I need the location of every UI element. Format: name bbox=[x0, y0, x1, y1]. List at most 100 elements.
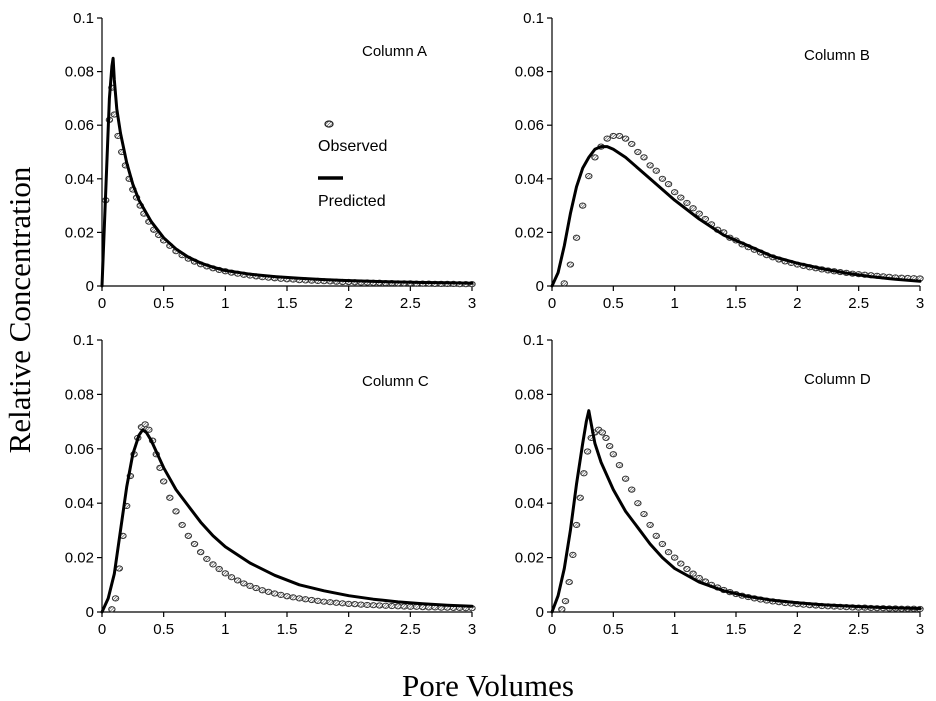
x-tick-label: 3 bbox=[468, 621, 476, 638]
legend-observed-marker bbox=[324, 120, 334, 128]
observed-point bbox=[196, 549, 205, 556]
observed-point bbox=[215, 565, 223, 573]
x-tick-label: 2.5 bbox=[400, 295, 421, 312]
observed-point bbox=[209, 561, 217, 568]
x-tick-label: 2 bbox=[344, 295, 352, 312]
y-tick-label: 0 bbox=[536, 604, 544, 621]
observed-point bbox=[683, 199, 691, 207]
observed-point bbox=[227, 574, 236, 581]
observed-point bbox=[203, 555, 211, 563]
predicted-line bbox=[100, 56, 474, 288]
observed-point bbox=[264, 588, 273, 595]
observed-point bbox=[246, 582, 254, 589]
observed-point bbox=[569, 551, 577, 558]
observed-point bbox=[585, 173, 593, 180]
observed-point bbox=[664, 181, 673, 188]
y-tick-label: 0 bbox=[86, 604, 94, 621]
x-tick-label: 0 bbox=[98, 295, 106, 312]
x-tick-label: 0 bbox=[548, 295, 556, 312]
y-tick-label: 0 bbox=[86, 278, 94, 295]
x-tick-label: 2 bbox=[344, 621, 352, 638]
observed-point bbox=[184, 532, 193, 539]
x-tick-label: 2.5 bbox=[848, 295, 869, 312]
observed-point bbox=[605, 442, 614, 450]
observed-point bbox=[572, 521, 581, 529]
x-tick-label: 1.5 bbox=[726, 295, 747, 312]
y-tick-label: 0.08 bbox=[65, 386, 94, 403]
observed-point bbox=[566, 261, 575, 268]
y-axis-title: Relative Concentration bbox=[2, 166, 37, 453]
observed-point bbox=[388, 602, 396, 610]
observed-point bbox=[576, 494, 584, 501]
x-tick-label: 1.5 bbox=[726, 621, 747, 638]
x-tick-label: 2 bbox=[793, 621, 801, 638]
observed-point bbox=[289, 594, 297, 601]
predicted-line bbox=[100, 428, 474, 614]
y-tick-label: 0.08 bbox=[515, 64, 544, 81]
x-tick-label: 2.5 bbox=[848, 621, 869, 638]
observed-point bbox=[603, 135, 611, 142]
observed-point bbox=[609, 132, 618, 140]
observed-point bbox=[615, 132, 624, 140]
observed-point bbox=[394, 603, 402, 610]
observed-point bbox=[400, 603, 408, 610]
observed-point bbox=[658, 175, 667, 182]
x-tick-label: 0.5 bbox=[603, 621, 624, 638]
observed-point bbox=[658, 540, 667, 548]
x-tick-label: 1 bbox=[670, 295, 678, 312]
observed-point bbox=[646, 162, 654, 169]
observed-point bbox=[628, 486, 636, 493]
x-tick-label: 0.5 bbox=[603, 295, 624, 312]
panel-title: Column A bbox=[362, 43, 427, 60]
observed-point bbox=[615, 462, 624, 469]
observed-point bbox=[270, 590, 279, 597]
x-tick-label: 0 bbox=[548, 621, 556, 638]
observed-series bbox=[108, 421, 476, 613]
observed-point bbox=[159, 478, 168, 485]
y-tick-label: 0.02 bbox=[515, 550, 544, 567]
observed-point bbox=[357, 601, 365, 608]
observed-point bbox=[166, 494, 174, 501]
observed-point bbox=[178, 521, 186, 529]
observed-point bbox=[141, 421, 149, 428]
observed-point bbox=[560, 280, 568, 287]
observed-point bbox=[670, 189, 679, 196]
panel-column-a: 0 0.02 0.04 0.06 0.08 0.1 0 0.5 1 1.5 2 2.5 3 Column … bbox=[65, 10, 476, 312]
observed-point bbox=[412, 603, 421, 610]
observed-point bbox=[640, 510, 648, 518]
observed-point bbox=[111, 595, 120, 602]
x-tick-label: 3 bbox=[916, 621, 924, 638]
observed-point bbox=[598, 429, 606, 436]
observed-point bbox=[621, 475, 630, 482]
observed-point bbox=[108, 606, 116, 613]
observed-point bbox=[314, 597, 322, 604]
observed-point bbox=[689, 570, 697, 577]
y-tick-label: 0.1 bbox=[73, 10, 94, 27]
observed-point bbox=[375, 602, 384, 609]
observed-point bbox=[233, 577, 242, 584]
observed-point bbox=[670, 554, 679, 561]
observed-point bbox=[145, 426, 153, 433]
y-tick-label: 0.1 bbox=[523, 10, 544, 27]
legend: Observed Predicted bbox=[318, 120, 387, 210]
predicted-line bbox=[550, 145, 922, 288]
x-tick-label: 2.5 bbox=[400, 621, 421, 638]
observed-point bbox=[561, 598, 570, 605]
observed-point bbox=[683, 565, 691, 573]
observed-point bbox=[689, 205, 697, 212]
panel-column-b: 0 0.02 0.04 0.06 0.08 0.1 0 0.5 1 1.5 2 2.5 3 Column … bbox=[515, 10, 924, 312]
observed-point bbox=[252, 584, 260, 592]
observed-point bbox=[283, 593, 291, 600]
observed-point bbox=[591, 154, 599, 161]
observed-series bbox=[558, 426, 924, 613]
observed-point bbox=[295, 595, 304, 602]
x-tick-label: 0 bbox=[98, 621, 106, 638]
observed-point bbox=[258, 587, 267, 594]
panel-title: Column B bbox=[804, 47, 870, 64]
observed-point bbox=[640, 154, 648, 161]
x-tick-label: 0.5 bbox=[153, 621, 174, 638]
y-tick-label: 0 bbox=[536, 278, 544, 295]
observed-point bbox=[301, 596, 310, 603]
observed-point bbox=[326, 599, 334, 606]
